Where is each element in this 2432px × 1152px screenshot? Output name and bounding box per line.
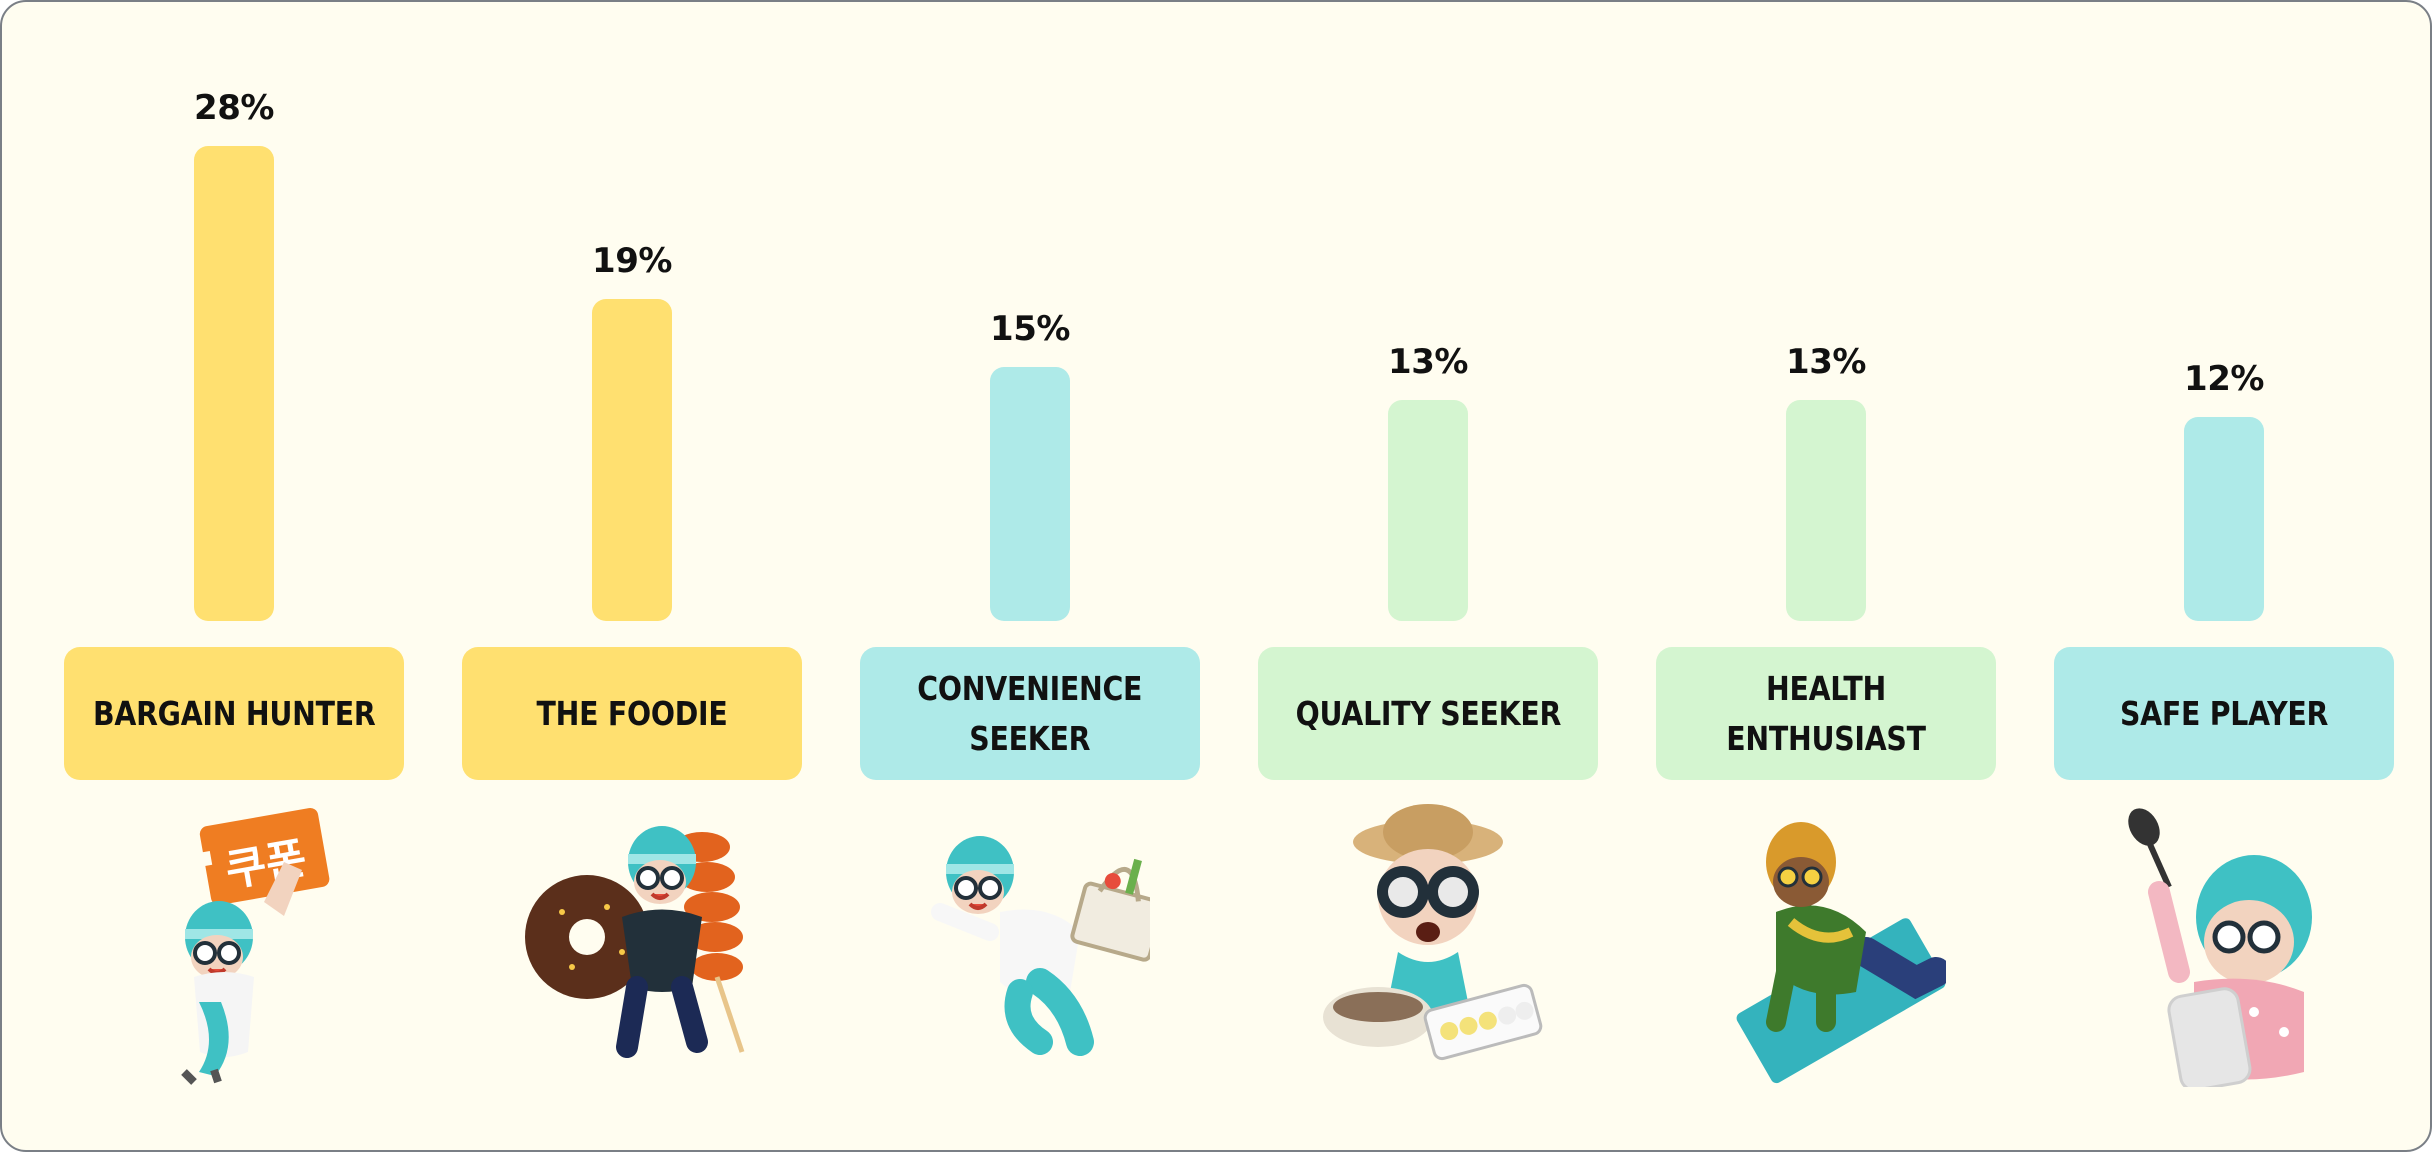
character-running-with-grocery-basket-icon <box>931 836 1150 1056</box>
bar-column: 12% SAFE PLAYER <box>2054 2 2394 1150</box>
category-label: QUALITY SEEKER <box>1295 693 1561 733</box>
character-with-binoculars-and-food-icon <box>1323 804 1543 1061</box>
bar-column: 19% THE FOODIE <box>462 2 802 1150</box>
category-label-box: CONVENIENCE SEEKER <box>860 647 1200 780</box>
bar-value-label: 13% <box>1786 342 1866 382</box>
category-label-box: QUALITY SEEKER <box>1258 647 1598 780</box>
category-label: THE FOODIE <box>536 693 728 733</box>
bar-value-label: 19% <box>592 241 672 281</box>
category-label: BARGAIN HUNTER <box>92 693 376 733</box>
category-label-box: SAFE PLAYER <box>2054 647 2394 780</box>
bar <box>990 367 1070 621</box>
category-label: CONVENIENCE SEEKER <box>917 668 1143 758</box>
bar-value-label: 12% <box>2184 359 2264 399</box>
category-label-box: HEALTH ENTHUSIAST <box>1656 647 1996 780</box>
category-label-box: BARGAIN HUNTER <box>64 647 404 780</box>
bar-column: 15% CONVENIENCE SEEKER <box>860 2 1200 1150</box>
bar-column: 13% HEALTH ENTHUSIAST <box>1656 2 1996 1150</box>
bar-column: 13% QUALITY SEEKER <box>1258 2 1598 1150</box>
bar-value-label: 28% <box>194 88 274 128</box>
bar <box>2184 417 2264 621</box>
bar-value-label: 15% <box>990 309 1070 349</box>
bar-value-label: 13% <box>1388 342 1468 382</box>
bar-column: 28% BARGAIN HUNTER 쿠폰 <box>64 2 404 1150</box>
category-label-box: THE FOODIE <box>462 647 802 780</box>
category-label: SAFE PLAYER <box>2119 693 2329 733</box>
bar <box>194 146 274 621</box>
character-with-spoon-and-phone-icon <box>2128 808 2312 1087</box>
category-label: HEALTH ENTHUSIAST <box>1726 668 1926 758</box>
character-holding-coupon-sign-icon: 쿠폰 <box>181 807 330 1085</box>
bar <box>1786 400 1866 621</box>
character-with-donut-and-skewer-icon <box>525 826 745 1058</box>
bar <box>1388 400 1468 621</box>
bar <box>592 299 672 621</box>
character-doing-yoga-on-mat-icon <box>1736 822 1946 1084</box>
